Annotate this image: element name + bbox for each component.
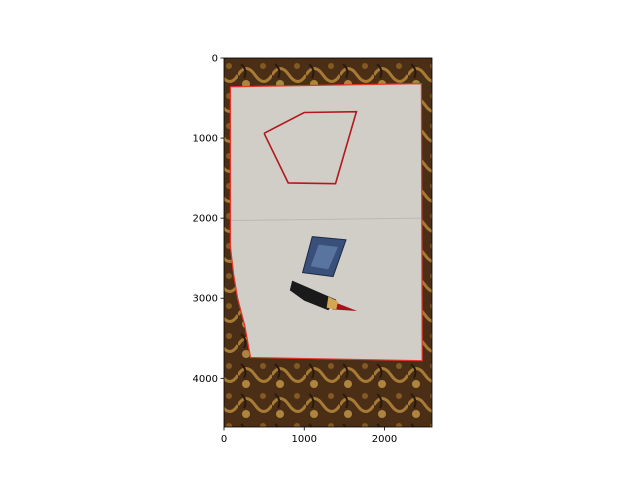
y-tick-label: 1000 bbox=[193, 134, 218, 145]
rocket-patch bbox=[289, 280, 358, 311]
y-tick-label: 3000 bbox=[193, 294, 218, 305]
x-tick-label: 2000 bbox=[372, 434, 397, 445]
x-tick-label: 0 bbox=[221, 434, 227, 445]
y-tick-label: 0 bbox=[212, 54, 218, 65]
paper-outline-overlay bbox=[229, 82, 423, 362]
axes-frame bbox=[223, 57, 433, 428]
rocket-patch-body bbox=[289, 280, 337, 311]
tardis-patch bbox=[301, 236, 347, 278]
y-tick-label: 2000 bbox=[193, 214, 218, 225]
y-axis-ticks: 0 1000 2000 3000 4000 bbox=[193, 54, 224, 385]
paper-fold-line bbox=[231, 217, 422, 222]
paper-sheet bbox=[230, 83, 423, 361]
photo-image bbox=[224, 58, 432, 427]
rocket-patch-tip bbox=[332, 302, 358, 311]
tardis-patch-panel bbox=[310, 244, 338, 270]
x-axis-ticks: 0 1000 2000 bbox=[221, 427, 397, 445]
drawn-polygon-overlay bbox=[263, 110, 358, 185]
rocket-patch-star bbox=[326, 296, 338, 310]
y-tick-label: 4000 bbox=[193, 374, 218, 385]
x-tick-label: 1000 bbox=[292, 434, 317, 445]
